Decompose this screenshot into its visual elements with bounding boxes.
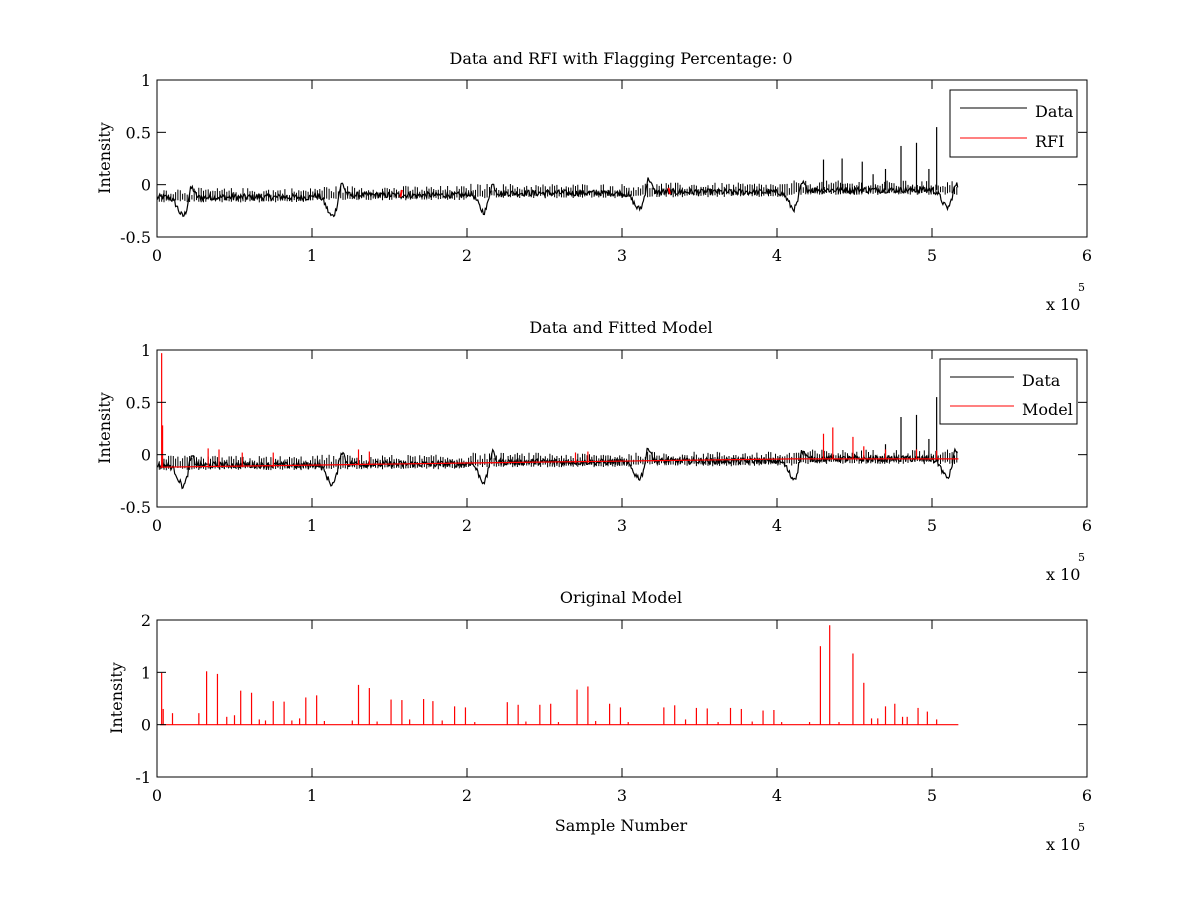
y-tick-label: 0.5 (126, 123, 151, 142)
y-tick-label: 1 (141, 341, 151, 360)
x-tick-label: 5 (927, 246, 937, 265)
x-tick-label: 2 (462, 246, 472, 265)
x-tick-label: 4 (772, 786, 782, 805)
x-tick-label: 0 (152, 246, 162, 265)
x-tick-label: 2 (462, 786, 472, 805)
y-tick-label: 0 (141, 176, 151, 195)
x-tick-label: 6 (1082, 246, 1092, 265)
subplot-1-ticks: 0 1 2 3 4 5 6-0.500.51 (120, 71, 1092, 265)
subplot-3-xlabel: Sample Number (555, 816, 688, 835)
subplot-1: Data and RFI with Flagging Percentage: 0… (95, 49, 1092, 314)
legend-model-label: Model (1022, 400, 1073, 419)
subplot-2-legend: Data Model (939, 358, 1078, 425)
subplot-1-x-multiplier: x 10 (1046, 295, 1080, 314)
subplot-2-x-multiplier-exponent: 5 (1078, 551, 1085, 564)
rfi-series-mark (399, 189, 403, 198)
subplot-1-x-multiplier-exponent: 5 (1078, 281, 1085, 294)
subplot-3-ylabel: Intensity (107, 662, 126, 734)
subplot-2-legend-box (939, 358, 1078, 425)
subplot-1-legend: Data RFI (949, 89, 1078, 158)
x-tick-label: 2 (462, 516, 472, 535)
y-tick-label: -0.5 (120, 228, 151, 247)
x-tick-label: 5 (927, 786, 937, 805)
subplot-2: Data and Fitted Model Intensity 0 1 2 3 4 5 6 -… (95, 318, 1092, 584)
y-tick-label: -0.5 (120, 498, 151, 517)
y-tick-label: 0 (141, 446, 151, 465)
subplot-2-ylabel: Intensity (95, 392, 114, 464)
subplot-1-ylabel: Intensity (95, 122, 114, 194)
y-tick-label: 1 (141, 71, 151, 90)
y-tick-label: -1 (135, 768, 151, 787)
x-tick-label: 5 (927, 516, 937, 535)
legend-data-label: Data (1035, 102, 1074, 121)
model-series-baseline (160, 458, 959, 468)
subplot-1-legend-box (949, 89, 1078, 158)
subplot-2-x-multiplier: x 10 (1046, 565, 1080, 584)
subplot-1-title: Data and RFI with Flagging Percentage: 0 (449, 49, 792, 68)
subplot-2-title: Data and Fitted Model (529, 318, 712, 337)
y-tick-label: 1 (141, 663, 151, 682)
subplot-2-ticks: 0 1 2 3 4 5 6-0.500.51 (120, 341, 1092, 535)
x-tick-label: 0 (152, 516, 162, 535)
y-tick-label: 0 (141, 716, 151, 735)
subplot-2-traces (157, 353, 959, 490)
x-tick-label: 1 (307, 246, 317, 265)
legend-rfi-label: RFI (1035, 132, 1064, 151)
x-tick-label: 3 (617, 246, 627, 265)
x-tick-label: 4 (772, 246, 782, 265)
x-tick-label: 6 (1082, 516, 1092, 535)
y-tick-label: 0.5 (126, 393, 151, 412)
legend-data-label: Data (1022, 371, 1061, 390)
subplot-3-traces (160, 625, 959, 726)
x-tick-label: 0 (152, 786, 162, 805)
data-series-noise (157, 180, 958, 203)
x-tick-label: 1 (307, 786, 317, 805)
subplot-3-x-multiplier-exponent: 5 (1078, 821, 1085, 834)
x-tick-label: 6 (1082, 786, 1092, 805)
rfi-series-mark (667, 187, 672, 195)
subplot-3-x-multiplier: x 10 (1046, 835, 1080, 854)
x-tick-label: 3 (617, 786, 627, 805)
subplot-3-title: Original Model (560, 588, 682, 607)
x-tick-label: 1 (307, 516, 317, 535)
subplot-1-traces (157, 127, 959, 218)
x-tick-label: 3 (617, 516, 627, 535)
x-tick-label: 4 (772, 516, 782, 535)
y-tick-label: 2 (141, 611, 151, 630)
